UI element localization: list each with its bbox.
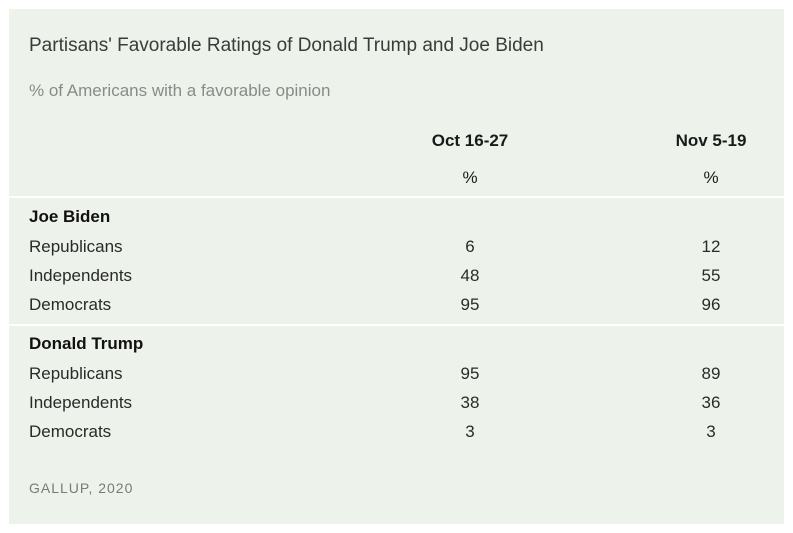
table-cell: 95 [460,295,480,314]
chart-subtitle: % of Americans with a favorable opinion [29,81,331,100]
column-header-nov: Nov 5-19 [675,131,747,150]
source-credit: GALLUP, 2020 [29,480,134,496]
row-label: Democrats [29,295,112,314]
section-label-trump: Donald Trump [29,334,144,353]
row-label: Republicans [29,364,123,383]
table-cell: 36 [701,393,721,412]
table-cell: 55 [701,266,721,285]
chart-card: Partisans' Favorable Ratings of Donald T… [9,9,784,524]
group-divider [9,324,784,326]
table-cell: 3 [706,422,716,441]
chart-title: Partisans' Favorable Ratings of Donald T… [29,35,544,56]
row-label: Democrats [29,422,112,441]
table-cell: 89 [701,364,721,383]
column-unit-oct: % [462,168,478,187]
column-header-oct: Oct 16-27 [431,131,509,150]
table-cell: 38 [460,393,480,412]
table-cell: 3 [465,422,475,441]
table-cell: 48 [460,266,480,285]
table-cell: 12 [701,237,721,256]
table-cell: 95 [460,364,480,383]
row-label: Independents [29,266,133,285]
header-divider [9,196,784,198]
column-unit-nov: % [703,168,719,187]
row-label: Independents [29,393,133,412]
table-cell: 6 [465,237,475,256]
table-cell: 96 [701,295,721,314]
section-label-biden: Joe Biden [29,207,111,226]
row-label: Republicans [29,237,123,256]
